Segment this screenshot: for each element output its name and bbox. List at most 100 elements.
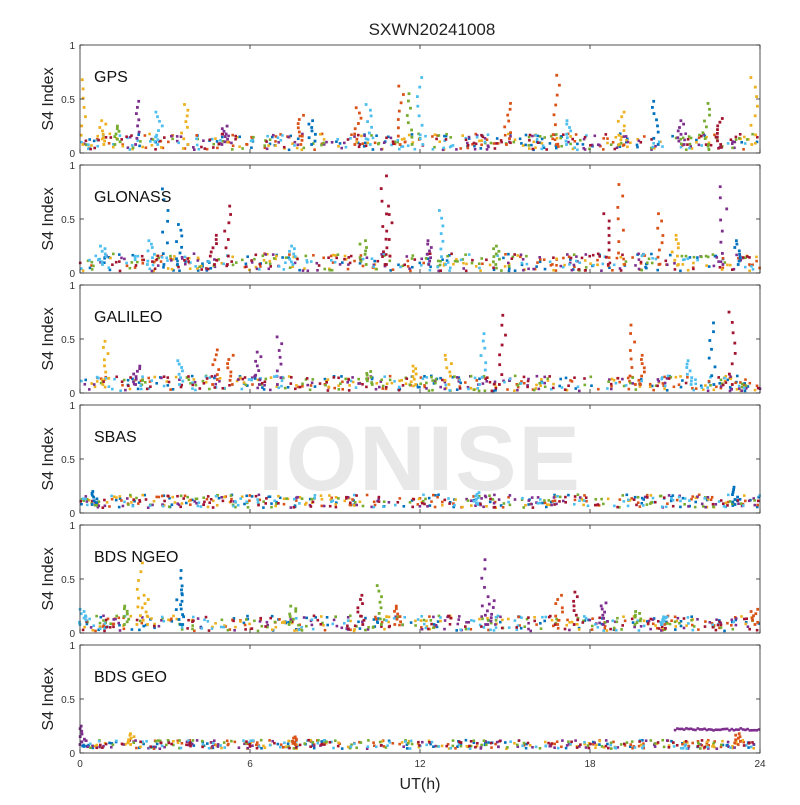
data-point — [298, 496, 302, 499]
data-point — [538, 747, 542, 750]
data-point — [367, 739, 370, 742]
data-point — [301, 382, 304, 386]
data-point — [747, 742, 751, 745]
data-point — [423, 502, 426, 506]
data-point — [185, 743, 188, 747]
data-point — [476, 742, 479, 745]
data-point — [606, 387, 609, 390]
data-point — [518, 137, 522, 141]
data-point — [523, 381, 526, 385]
data-point — [309, 384, 313, 387]
data-point — [584, 616, 588, 620]
data-point — [153, 140, 157, 143]
data-point — [485, 138, 489, 141]
data-point — [550, 387, 553, 391]
data-point — [622, 144, 625, 147]
data-point — [281, 746, 285, 749]
data-point — [359, 254, 363, 257]
data-point — [416, 503, 420, 506]
data-point — [752, 743, 755, 746]
data-point — [380, 623, 383, 626]
y-tick-label: 0.5 — [61, 335, 75, 346]
data-point — [449, 616, 452, 620]
data-point — [506, 746, 509, 749]
data-point — [592, 740, 595, 744]
data-point — [216, 743, 220, 746]
data-point — [502, 379, 505, 383]
data-point — [190, 374, 194, 378]
data-point — [441, 148, 445, 152]
data-point — [708, 339, 712, 342]
data-point — [144, 498, 148, 501]
data-point — [466, 144, 470, 147]
data-point — [725, 207, 729, 211]
data-point — [147, 746, 150, 750]
data-point — [310, 381, 314, 385]
data-point — [602, 502, 605, 506]
data-point — [609, 741, 613, 745]
data-point — [320, 132, 324, 136]
data-point — [179, 607, 183, 611]
data-point — [179, 385, 183, 389]
data-point — [148, 380, 152, 383]
data-point — [361, 142, 364, 145]
data-point — [624, 384, 628, 387]
data-point — [480, 497, 483, 500]
data-point — [330, 500, 333, 503]
data-point — [220, 262, 224, 265]
data-point — [553, 499, 557, 502]
data-point — [679, 119, 683, 123]
data-point — [479, 354, 483, 357]
data-point — [410, 133, 414, 136]
data-point — [607, 219, 611, 223]
data-point — [485, 380, 488, 383]
data-point — [122, 627, 126, 631]
data-point — [166, 219, 169, 223]
data-point — [346, 381, 349, 384]
data-point — [83, 383, 87, 386]
data-point — [267, 267, 271, 271]
data-point — [559, 377, 562, 381]
data-point — [292, 736, 295, 740]
data-point — [693, 505, 697, 509]
data-point — [481, 339, 485, 343]
data-point — [166, 739, 170, 742]
data-point — [281, 134, 284, 137]
data-point — [347, 627, 350, 630]
data-point — [458, 385, 462, 388]
y-tick-label: 0 — [69, 629, 75, 640]
data-point — [474, 494, 478, 498]
data-point — [467, 135, 471, 139]
data-point — [679, 269, 682, 273]
data-point — [753, 388, 757, 392]
data-point — [380, 595, 383, 599]
data-point — [102, 143, 106, 146]
data-point — [477, 491, 481, 494]
data-point — [82, 745, 86, 748]
data-point — [508, 377, 512, 381]
data-point — [103, 257, 106, 260]
data-point — [733, 498, 737, 501]
data-point — [171, 137, 174, 141]
data-point — [408, 501, 412, 504]
data-point — [396, 615, 399, 619]
data-point — [409, 380, 413, 384]
data-point — [334, 739, 337, 742]
data-point — [277, 502, 280, 505]
data-point — [583, 383, 587, 387]
data-point — [499, 615, 502, 619]
data-point — [756, 620, 760, 624]
data-point — [271, 739, 274, 743]
data-point — [214, 494, 218, 498]
data-point — [717, 376, 720, 379]
data-point — [617, 183, 621, 186]
data-point — [448, 370, 452, 374]
data-point — [462, 261, 465, 265]
data-point — [553, 138, 557, 141]
data-point — [220, 618, 224, 622]
data-point — [79, 724, 83, 728]
data-point — [406, 121, 410, 125]
data-point — [527, 627, 530, 631]
data-point — [424, 497, 427, 501]
